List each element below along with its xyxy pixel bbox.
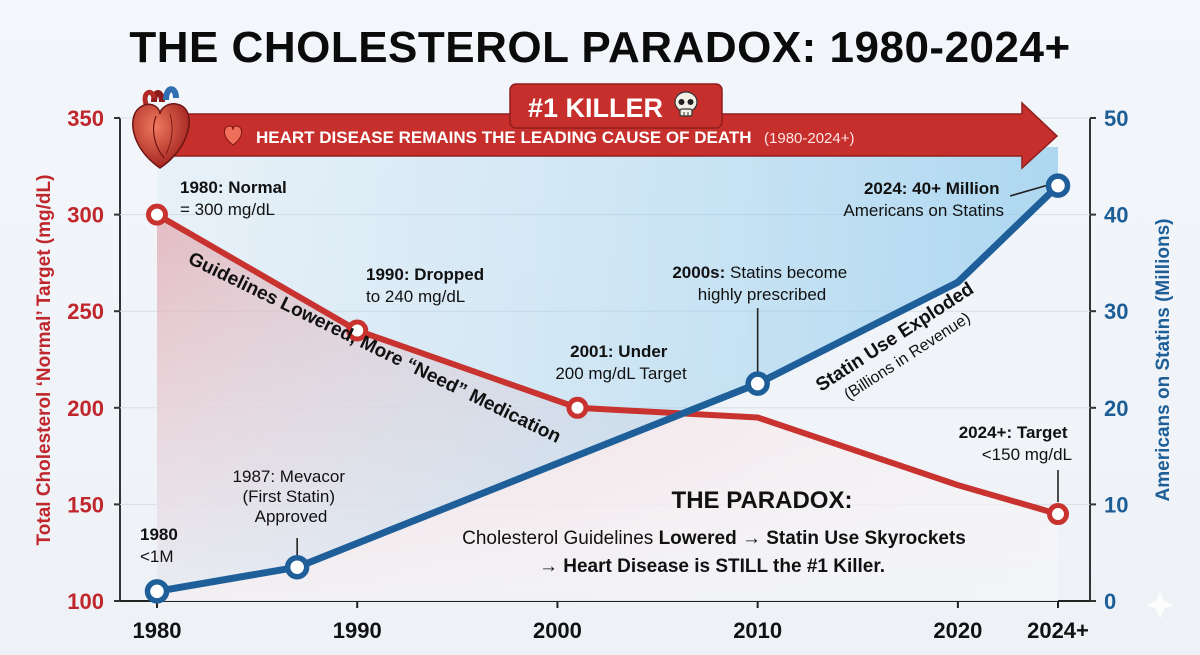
area-fills [157,146,1058,601]
cholesterol-marker [566,396,589,419]
cholesterol-marker [346,319,369,342]
right-tick-label: 20 [1104,396,1128,421]
x-tick-label: 1990 [333,618,382,643]
paradox-line-1: Cholesterol Guidelines Lowered → Statin … [462,528,966,549]
axis-ticks: 100 150 200 250 300 350 0 10 20 30 40 50 1980 1990 200… [67,106,1128,643]
heart-icon [132,86,190,169]
cholesterol-marker [1047,503,1069,526]
x-tick-label: 2020 [933,618,982,643]
banner-text: HEART DISEASE REMAINS THE LEADING CAUSE … [256,128,855,147]
right-tick-label: 0 [1104,589,1116,614]
cholesterol-marker [146,203,168,226]
page-title: THE CHOLESTEROL PARADOX: 1980-2024+ [129,23,1070,72]
right-tick-label: 50 [1104,106,1128,131]
leader-lines [296,184,1059,556]
left-tick-label: 100 [67,589,104,614]
left-tick-label: 300 [67,203,104,228]
statin-area [157,146,1058,592]
skull-icon [674,91,698,117]
series-markers [144,173,1071,604]
small-heart-icon [223,125,243,146]
banner-arrow [167,101,1059,170]
killer-badge [509,83,723,129]
banner-text-years: (1980-2024+) [764,130,854,147]
right-tick-label: 40 [1104,203,1128,228]
banner-text-bold: HEART DISEASE REMAINS THE LEADING CAUSE … [256,128,752,147]
paradox-box: THE PARADOX: Cholesterol Guidelines Lowe… [462,487,966,577]
left-tick-label: 150 [67,492,104,517]
statin-marker [144,579,170,604]
left-tick-label: 200 [67,396,104,421]
annotation-1987-mevacor: 1987: Mevacor (First Statin) Approved [233,467,350,526]
cholesterol-line [154,211,1061,518]
x-tick-label: 2000 [533,618,582,643]
annotation-2000s-statins: 2000s: Statins become highly prescribed [672,263,851,304]
annotation-1980-statins: 1980 <1M [140,525,182,566]
annotation-1980-normal: 1980: Normal = 300 mg/dL [180,178,291,219]
left-tick-label: 250 [67,299,104,324]
x-tick-label: 2010 [733,618,782,643]
x-tick-label: 2024+ [1027,618,1089,643]
killer-badge-label: #1 KILLER [528,93,663,123]
left-tick-label: 350 [67,106,104,131]
statin-marker [745,371,770,396]
paradox-line-2: → Heart Disease is STILL the #1 Killer. [539,556,885,577]
annotation-2001-under: 2001: Under 200 mg/dL Target [555,342,687,383]
sparkle-icon [1146,591,1174,619]
statin-marker [1045,173,1071,198]
paradox-title: THE PARADOX: [672,487,853,514]
annotation-2024-target: 2024+: Target <150 mg/dL [959,423,1072,464]
left-axis-title: Total Cholesterol ‘Normal’ Target (mg/dL… [34,175,55,546]
x-tick-label: 1980 [133,618,182,643]
statin-marker [284,554,310,580]
annotation-2024-statins: 2024: 40+ Million Americans on Statins [843,179,1004,220]
right-axis-title: Americans on Statins (Millions) [1153,219,1174,502]
annotation-1990-dropped: 1990: Dropped to 240 mg/dL [366,265,489,306]
right-tick-label: 10 [1104,492,1128,517]
heart-disease-banner: #1 KILLER HEART DISEASE REMAINS THE LEAD… [167,83,1059,170]
leader-line [1009,184,1047,197]
right-tick-label: 30 [1104,299,1128,324]
